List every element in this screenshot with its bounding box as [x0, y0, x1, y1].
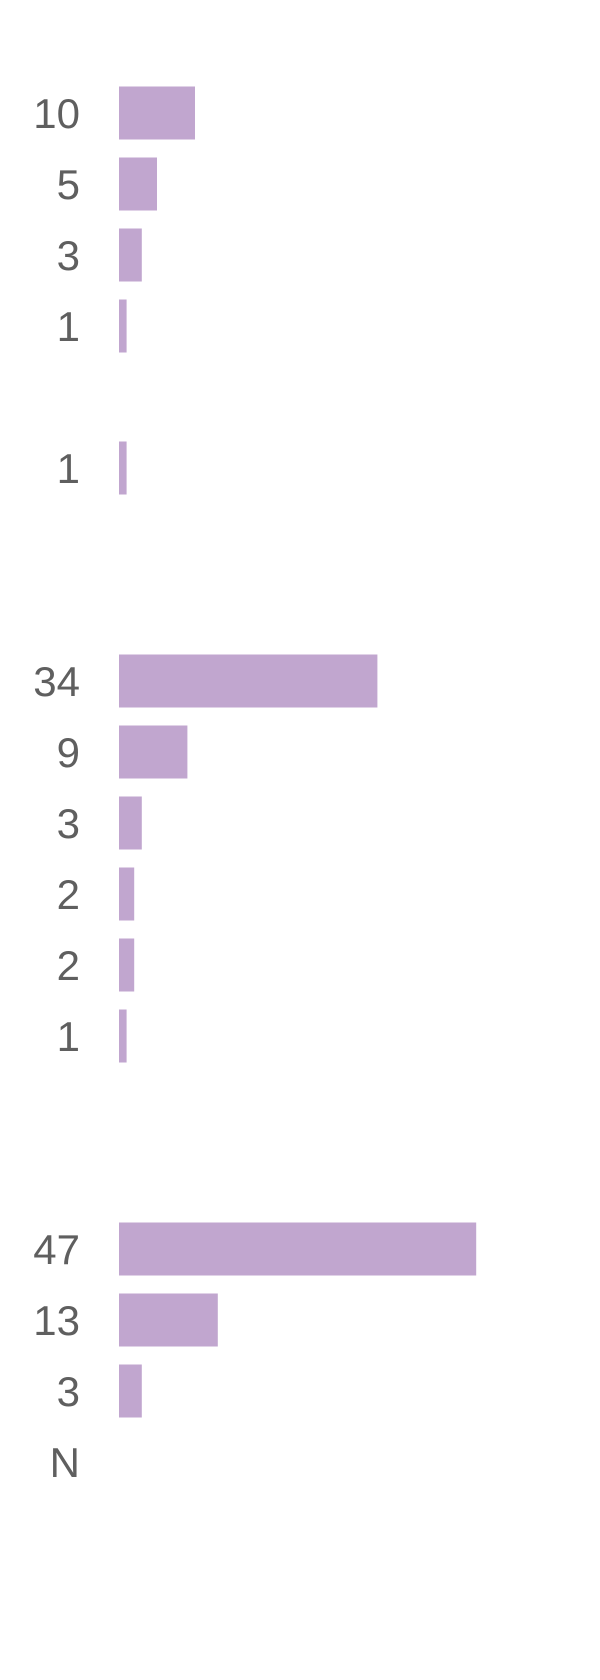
- labels-layer: 10 5 3 1 1 34 9 3 2 2 1 47 13 3 N: [33, 90, 80, 1486]
- bar: [119, 1222, 477, 1276]
- bar-value-label: N: [50, 1439, 80, 1486]
- bar-value-label: 10: [33, 90, 80, 137]
- bar: [119, 441, 127, 495]
- bar-value-label: 34: [33, 658, 80, 705]
- bar-value-label: 2: [57, 871, 80, 918]
- bar: [119, 867, 135, 921]
- bar-value-label: 1: [57, 303, 80, 350]
- bar-value-label: 3: [57, 232, 80, 279]
- bar-value-label: 1: [57, 1013, 80, 1060]
- bar-value-label: 3: [57, 800, 80, 847]
- bar-value-label: 2: [57, 942, 80, 989]
- bar: [119, 1009, 127, 1063]
- bars-layer: [119, 86, 477, 1418]
- bar: [119, 157, 157, 211]
- bar-value-label: 3: [57, 1368, 80, 1415]
- bar: [119, 938, 135, 992]
- bar: [119, 86, 195, 140]
- bar: [119, 725, 188, 779]
- bar: [119, 654, 378, 708]
- bar-value-label: 5: [57, 161, 80, 208]
- bar: [119, 228, 142, 282]
- bar: [119, 796, 142, 850]
- bar: [119, 1293, 218, 1347]
- bar-value-label: 9: [57, 729, 80, 776]
- bar: [119, 1364, 142, 1418]
- bar-value-label: 47: [33, 1226, 80, 1273]
- bar: [119, 299, 127, 353]
- bar-value-label: 1: [57, 445, 80, 492]
- bar-value-label: 13: [33, 1297, 80, 1344]
